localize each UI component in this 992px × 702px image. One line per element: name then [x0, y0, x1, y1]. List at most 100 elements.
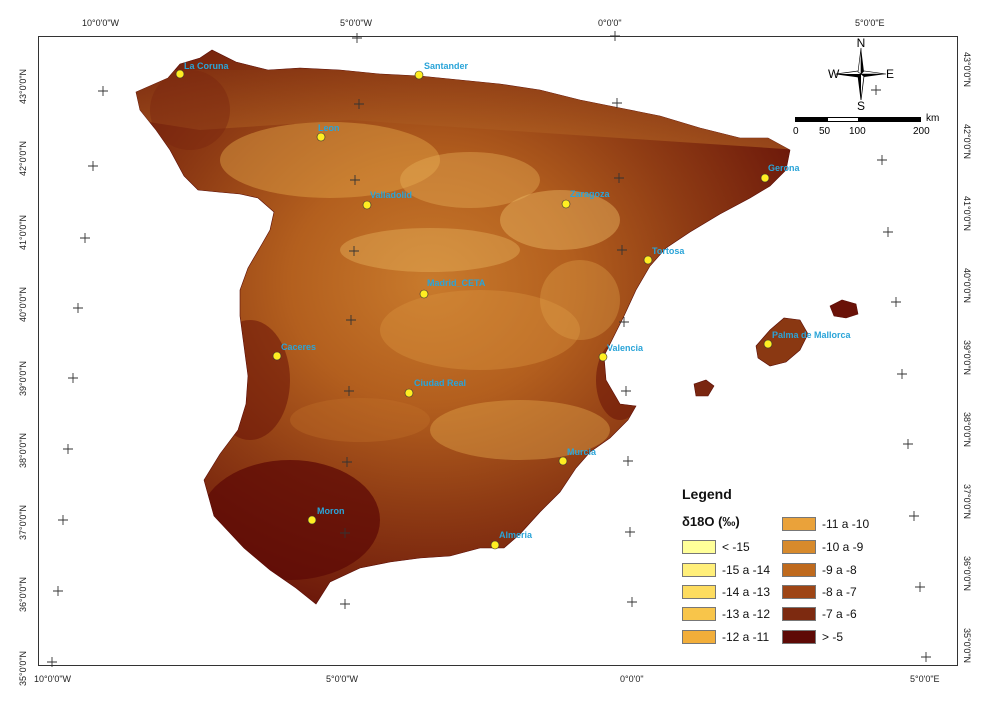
- legend-label: > -5: [822, 630, 844, 644]
- city-marker: [175, 69, 185, 79]
- legend-label: -15 a -14: [722, 563, 771, 577]
- city-marker: [763, 339, 773, 349]
- city-marker: [643, 255, 653, 265]
- city-marker: [598, 352, 608, 362]
- legend-item: -14 a -13: [682, 584, 770, 600]
- legend-item: -13 a -12: [682, 606, 770, 622]
- scale-segment: [827, 117, 859, 122]
- city-label: Murcia: [567, 447, 597, 457]
- city-valladolid[interactable]: Valladolid: [362, 190, 412, 210]
- compass-rose-icon: N S W E: [828, 38, 894, 110]
- city-label: Moron: [317, 506, 345, 516]
- lon-label-bottom-10w: 10°0'0"W: [34, 674, 72, 684]
- legend-label: -8 a -7: [822, 585, 857, 599]
- legend-item: > -5: [782, 629, 843, 645]
- legend-swatch: [782, 540, 816, 554]
- city-gerona[interactable]: Gerona: [760, 163, 801, 183]
- ibiza-island: [693, 379, 715, 397]
- city-marker: [561, 199, 571, 209]
- legend-item: -12 a -11: [682, 629, 769, 645]
- city-label: Leon: [318, 123, 340, 133]
- city-murcia[interactable]: Murcia: [558, 447, 597, 466]
- lon-label-top-0: 0°0'0": [598, 18, 622, 28]
- city-almeria[interactable]: Almeria: [490, 530, 533, 550]
- lon-label-bottom-0: 0°0'0": [620, 674, 644, 684]
- city-label: Palma de Mallorca: [772, 330, 852, 340]
- lon-label-top-10w: 10°0'0"W: [82, 18, 120, 28]
- lon-label-top-5w: 5°0'0"W: [340, 18, 373, 28]
- legend-swatch: [682, 630, 716, 644]
- scale-label-200: 200: [913, 126, 930, 137]
- legend-item: -10 a -9: [782, 539, 863, 555]
- city-label: Caceres: [281, 342, 316, 352]
- legend-item: -15 a -14: [682, 562, 770, 578]
- scale-label-50: 50: [819, 126, 831, 137]
- legend-swatch: [782, 517, 816, 531]
- city-moron[interactable]: Moron: [307, 506, 345, 525]
- city-label: Santander: [424, 61, 469, 71]
- mallorca-island: [755, 317, 809, 367]
- city-marker: [490, 540, 500, 550]
- legend-item: -8 a -7: [782, 584, 857, 600]
- city-label: Madrid_CETA: [427, 278, 486, 288]
- legend-swatch: [782, 607, 816, 621]
- legend-subtitle: δ18O (‰): [682, 514, 740, 529]
- city-marker: [272, 351, 282, 361]
- legend-item: < -15: [682, 539, 750, 555]
- lon-label-bottom-5w: 5°0'0"W: [326, 674, 359, 684]
- city-marker: [362, 200, 372, 210]
- scale-segment: [795, 117, 827, 122]
- graticule-crosses: [47, 31, 931, 667]
- city-marker: [419, 289, 429, 299]
- legend-swatch: [782, 563, 816, 577]
- lon-label-bottom-5e: 5°0'0"E: [910, 674, 940, 684]
- city-label: La Coruna: [184, 61, 229, 71]
- legend-swatch: [682, 540, 716, 554]
- compass-e: E: [886, 67, 894, 81]
- legend-item: -9 a -8: [782, 562, 857, 578]
- city-santander[interactable]: Santander: [414, 61, 469, 80]
- city-leon[interactable]: Leon: [316, 123, 340, 142]
- city-marker: [760, 173, 770, 183]
- legend-swatch: [682, 563, 716, 577]
- lon-label-top-5e: 5°0'0"E: [855, 18, 885, 28]
- city-label: Almeria: [499, 530, 533, 540]
- city-tortosa[interactable]: Tortosa: [643, 246, 685, 265]
- compass-n: N: [857, 38, 866, 50]
- city-la-coruna[interactable]: La Coruna: [175, 61, 229, 79]
- legend-label: -12 a -11: [722, 630, 770, 644]
- legend-swatch: [682, 585, 716, 599]
- legend: Legend δ18O (‰) < -15 -15 a -14 -14 a -1…: [680, 486, 880, 656]
- city-caceres[interactable]: Caceres: [272, 342, 316, 361]
- city-palma-de-mallorca[interactable]: Palma de Mallorca: [763, 330, 852, 349]
- city-zaragoza[interactable]: Zaragoza: [561, 189, 611, 209]
- scale-segment: [859, 117, 921, 122]
- city-ciudad-real[interactable]: Ciudad Real: [404, 378, 466, 398]
- legend-label: -14 a -13: [722, 585, 771, 599]
- city-madrid-ceta[interactable]: Madrid_CETA: [419, 278, 486, 299]
- city-marker: [307, 515, 317, 525]
- city-label: Tortosa: [652, 246, 685, 256]
- scale-bar: 0 50 100 200 km: [793, 113, 953, 140]
- city-label: Zaragoza: [570, 189, 611, 199]
- scale-unit: km: [926, 113, 940, 124]
- city-marker: [414, 70, 424, 80]
- legend-swatch: [682, 607, 716, 621]
- legend-label: -10 a -9: [822, 540, 864, 554]
- scale-label-0: 0: [793, 126, 799, 137]
- city-label: Gerona: [768, 163, 801, 173]
- city-marker: [404, 388, 414, 398]
- city-label: Valladolid: [370, 190, 412, 200]
- city-label: Valencia: [607, 343, 644, 353]
- menorca-island: [829, 299, 859, 319]
- scale-label-100: 100: [849, 126, 866, 137]
- legend-item: -7 a -6: [782, 606, 857, 622]
- legend-title: Legend: [682, 486, 732, 502]
- legend-item: -11 a -10: [782, 516, 869, 532]
- legend-label: -7 a -6: [822, 607, 857, 621]
- city-marker: [558, 456, 568, 466]
- compass-w: W: [828, 67, 840, 81]
- city-marker: [316, 132, 326, 142]
- city-valencia[interactable]: Valencia: [598, 343, 644, 362]
